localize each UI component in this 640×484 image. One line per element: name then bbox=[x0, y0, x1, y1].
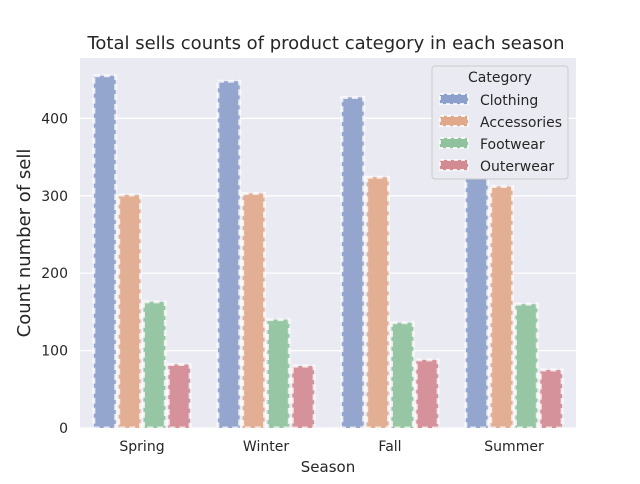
y-tick-label: 100 bbox=[41, 344, 68, 360]
bar-outerwear-spring bbox=[166, 363, 192, 430]
legend-entry: Footwear bbox=[480, 137, 545, 153]
bar-accessories-spring bbox=[117, 193, 142, 430]
x-tick-label: Spring bbox=[119, 439, 164, 455]
bar-footwear-spring bbox=[142, 300, 167, 430]
bar-clothing-fall bbox=[340, 95, 366, 430]
x-axis-label: Season bbox=[301, 458, 355, 476]
bar-clothing-winter bbox=[216, 79, 242, 430]
y-axis-ticks: 0 100 200 300 400 bbox=[41, 111, 68, 437]
bar-footwear-winter bbox=[266, 318, 291, 430]
bar-outerwear-fall bbox=[414, 358, 440, 430]
chart-title: Total sells counts of product category i… bbox=[86, 33, 564, 54]
legend-swatch bbox=[439, 159, 469, 171]
bar-outerwear-winter bbox=[290, 364, 316, 430]
x-tick-label: Fall bbox=[378, 439, 401, 455]
bar-footwear-fall bbox=[390, 321, 415, 430]
y-axis-label: Count number of sell bbox=[14, 149, 35, 338]
x-tick-label: Winter bbox=[243, 439, 289, 455]
bars bbox=[92, 74, 564, 430]
y-tick-label: 200 bbox=[41, 266, 68, 282]
bar-footwear-summer bbox=[514, 302, 539, 430]
legend-entry: Clothing bbox=[480, 93, 538, 109]
y-tick-label: 0 bbox=[59, 421, 68, 437]
legend-entry: Accessories bbox=[480, 115, 562, 131]
x-axis-ticks: Spring Winter Fall Summer bbox=[119, 439, 544, 455]
bar-accessories-summer bbox=[489, 184, 515, 430]
legend-swatch bbox=[439, 93, 469, 105]
y-tick-label: 400 bbox=[41, 111, 68, 127]
legend: Category Clothing Accessories Footwear Oute… bbox=[431, 65, 569, 180]
legend-swatch bbox=[439, 137, 469, 149]
bar-clothing-spring bbox=[92, 74, 118, 430]
x-tick-label: Summer bbox=[484, 439, 544, 455]
legend-title: Category bbox=[468, 70, 532, 86]
bar-accessories-winter bbox=[241, 191, 266, 430]
legend-entry: Outerwear bbox=[480, 159, 554, 175]
legend-swatch bbox=[439, 115, 469, 127]
bar-accessories-fall bbox=[365, 175, 391, 430]
bar-outerwear-summer bbox=[538, 368, 564, 430]
y-tick-label: 300 bbox=[41, 189, 68, 205]
